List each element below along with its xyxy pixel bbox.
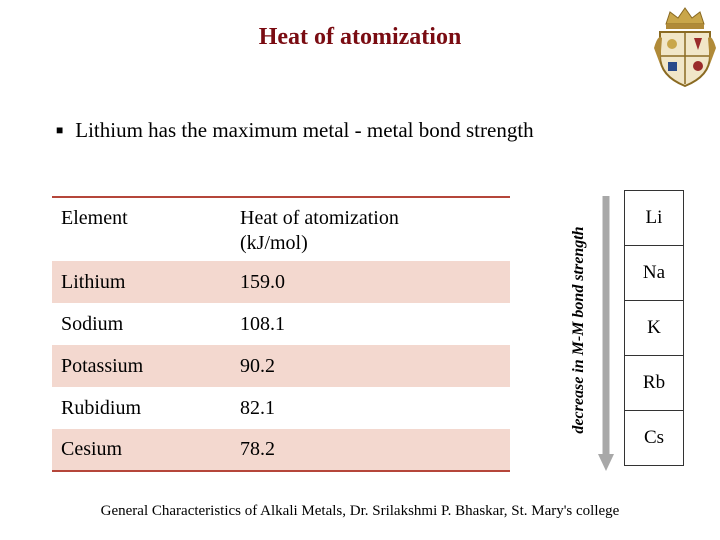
heat-of-atomization-table: Element Heat of atomization (kJ/mol) Lith…	[52, 196, 510, 472]
cell-value: 90.2	[240, 354, 275, 377]
header-heat: Heat of atomization (kJ/mol)	[231, 197, 510, 261]
trend-label: decrease in M-M bond strength	[570, 226, 587, 434]
table-row: Rubidium 82.1	[52, 387, 510, 429]
cell-value: 108.1	[240, 312, 285, 335]
element-symbol: K	[624, 300, 684, 356]
cell-element: Lithium	[61, 270, 126, 293]
cell-element: Sodium	[61, 312, 124, 335]
header-element: Element	[61, 207, 128, 229]
table-row: Cesium 78.2	[52, 429, 510, 471]
slide-title: Heat of atomization	[258, 24, 462, 50]
alkali-metals-column: Li Na K Rb Cs	[624, 190, 684, 466]
down-arrow-icon	[598, 196, 614, 471]
cell-value: 78.2	[240, 438, 275, 460]
table-row: Potassium 90.2	[52, 345, 510, 387]
cell-value: 82.1	[240, 396, 275, 419]
element-symbol: Na	[624, 245, 684, 301]
element-symbol: Li	[645, 207, 663, 228]
element-symbol: Rb	[624, 355, 684, 411]
table-header-row: Element Heat of atomization (kJ/mol)	[52, 197, 510, 261]
cell-element: Rubidium	[61, 396, 142, 419]
slide-footer: General Characteristics of Alkali Metals…	[100, 503, 620, 519]
bullet-text: Lithium has the maximum metal - metal bo…	[75, 118, 534, 142]
table-row: Sodium 108.1	[52, 303, 510, 345]
element-symbol: Cs	[624, 410, 684, 466]
square-bullet-icon: ■	[56, 123, 64, 137]
college-crest-icon	[654, 7, 716, 88]
table-row: Lithium 159.0	[52, 261, 510, 303]
header-heat-line1: Heat of atomization	[240, 207, 399, 229]
header-heat-line2: (kJ/mol)	[240, 232, 308, 254]
bullet-point: ■ Lithium has the maximum metal - metal b…	[56, 118, 534, 143]
cell-element: Potassium	[61, 354, 144, 377]
cell-value: 159.0	[240, 270, 285, 293]
cell-element: Cesium	[61, 438, 123, 460]
